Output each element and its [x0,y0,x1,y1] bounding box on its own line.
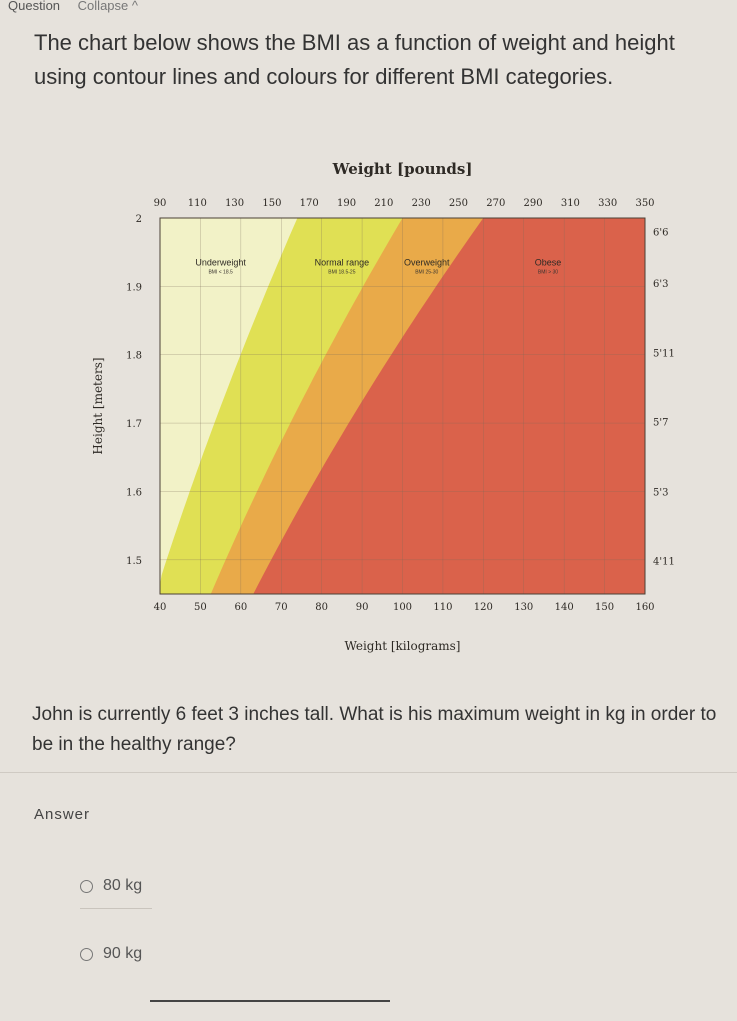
question-header: Question Collapse ^ [0,0,737,14]
region-sublabel: BMI > 30 [538,269,558,275]
answer-option-2[interactable]: 90 kg [80,934,160,974]
x-top-tick-label: 190 [337,198,356,209]
x-axis-label: Weight [kilograms] [345,639,461,653]
followup-question: John is currently 6 feet 3 inches tall. … [32,704,717,755]
y-right-tick-label: 4'11 [653,557,675,568]
x-top-tick-label: 250 [449,198,468,209]
x-top-tick-label: 330 [598,198,617,209]
x-top-tick-label: 130 [225,198,244,209]
bottom-bar [150,1000,390,1002]
plot-frame [159,217,646,595]
option-underline [80,908,152,909]
region-label: Underweight [195,257,246,267]
question-text: The chart below shows the BMI as a funct… [34,30,675,89]
region-sublabel: BMI < 18.5 [208,269,233,275]
y-right-tick-label: 5'7 [653,418,668,429]
x-bottom-tick-label: 50 [194,602,207,613]
y-left-tick-label: 1.6 [126,487,142,498]
x-bottom-tick-label: 140 [555,602,574,613]
question-label: Question [8,0,61,13]
bmi-chart-svg: Weight [pounds]90 110 130 150 170 190 210 230 25… [91,160,675,653]
x-top-tick-label: 90 [154,198,167,209]
x-bottom-tick-label: 70 [275,602,288,613]
x-bottom-tick-label: 150 [595,602,614,613]
chart-title: Weight [pounds] [332,160,473,178]
x-bottom-tick-label: 60 [234,602,247,613]
x-bottom-tick-label: 160 [635,602,654,613]
x-top-tick-label: 150 [262,198,281,209]
bmi-chart: Weight [pounds] 90 110 130 150 170 190 210 230 25… [0,150,737,670]
collapse-toggle[interactable]: Collapse ^ [77,0,138,13]
x-top-tick-label: 230 [412,198,431,209]
x-bottom-tick-label: 80 [315,602,328,613]
y-left-tick-label: 1.9 [126,282,142,293]
x-bottom-tick-label: 100 [393,602,412,613]
x-top-tick-label: 310 [561,198,580,209]
region-label: Obese [535,257,562,267]
x-bottom-tick-label: 130 [514,602,533,613]
radio-circle-icon[interactable] [80,879,93,893]
answer-label: Answer [34,806,91,823]
region-sublabel: BMI 18.5-25 [328,269,355,275]
x-top-tick-label: 210 [374,198,393,209]
x-top-tick-label: 170 [300,198,319,209]
answer-option-1[interactable]: 80 kg [80,866,160,906]
region-label: Normal range [315,257,370,267]
x-bottom-tick-label: 40 [154,602,167,613]
y-right-tick-label: 5'11 [653,349,675,360]
y-left-tick-label: 1.5 [126,556,142,567]
x-top-tick-label: 350 [635,198,654,209]
x-bottom-tick-label: 110 [433,602,452,613]
y-axis-label: Height [meters] [91,357,105,454]
region-label: Overweight [404,257,450,267]
bmi-region-obese [253,218,646,594]
radio-circle-icon[interactable] [80,947,93,961]
x-top-tick-label: 110 [188,198,207,209]
answer-option-label: 90 kg [103,945,143,962]
y-right-tick-label: 6'3 [653,279,668,290]
y-left-tick-label: 1.8 [126,351,142,362]
y-right-tick-label: 5'3 [653,487,668,498]
y-left-tick-label: 2 [136,214,142,225]
x-top-tick-label: 270 [486,198,505,209]
x-bottom-tick-label: 90 [356,602,369,613]
divider [0,772,737,773]
y-right-tick-label: 6'6 [653,228,668,239]
answer-option-label: 80 kg [103,877,143,894]
region-sublabel: BMI 25-30 [415,269,438,275]
x-top-tick-label: 290 [524,198,543,209]
x-bottom-tick-label: 120 [474,602,493,613]
y-left-tick-label: 1.7 [126,419,142,430]
